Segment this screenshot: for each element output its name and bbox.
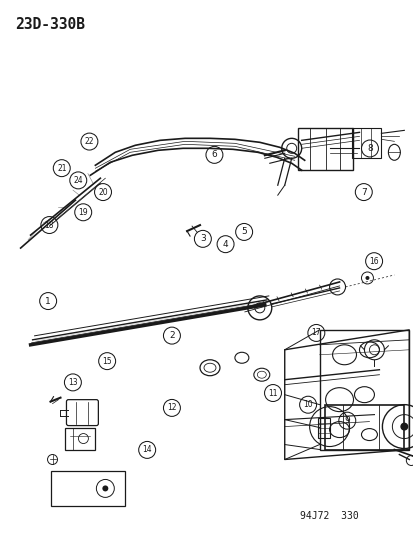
Bar — [65, 427, 95, 449]
Circle shape — [365, 276, 368, 280]
Text: 9: 9 — [344, 416, 349, 425]
Text: 5: 5 — [241, 228, 247, 237]
Text: 22: 22 — [84, 137, 94, 146]
Text: 7: 7 — [360, 188, 366, 197]
Bar — [351, 128, 380, 158]
Text: 14: 14 — [142, 446, 152, 455]
Text: 11: 11 — [268, 389, 277, 398]
Text: 18: 18 — [45, 221, 54, 230]
Text: 2: 2 — [169, 331, 174, 340]
Bar — [324, 405, 404, 449]
Text: 3: 3 — [199, 235, 205, 244]
Text: 21: 21 — [57, 164, 66, 173]
Text: 8: 8 — [366, 144, 372, 153]
Text: 10: 10 — [303, 400, 312, 409]
Bar — [50, 472, 125, 506]
Bar — [317, 417, 329, 438]
Text: 24: 24 — [73, 176, 83, 185]
Text: 20: 20 — [98, 188, 107, 197]
Text: 17: 17 — [311, 328, 320, 337]
Text: 12: 12 — [167, 403, 176, 413]
Circle shape — [102, 486, 108, 491]
Text: 1: 1 — [45, 296, 51, 305]
Text: 19: 19 — [78, 208, 88, 217]
Text: 16: 16 — [368, 257, 378, 265]
Text: 23D-330B: 23D-330B — [14, 17, 84, 31]
Text: 15: 15 — [102, 357, 112, 366]
Text: 6: 6 — [211, 150, 217, 159]
Text: 4: 4 — [222, 240, 228, 249]
Bar — [297, 128, 351, 170]
Circle shape — [399, 423, 407, 431]
Text: 94J72  330: 94J72 330 — [299, 511, 358, 521]
Text: 13: 13 — [68, 378, 78, 387]
